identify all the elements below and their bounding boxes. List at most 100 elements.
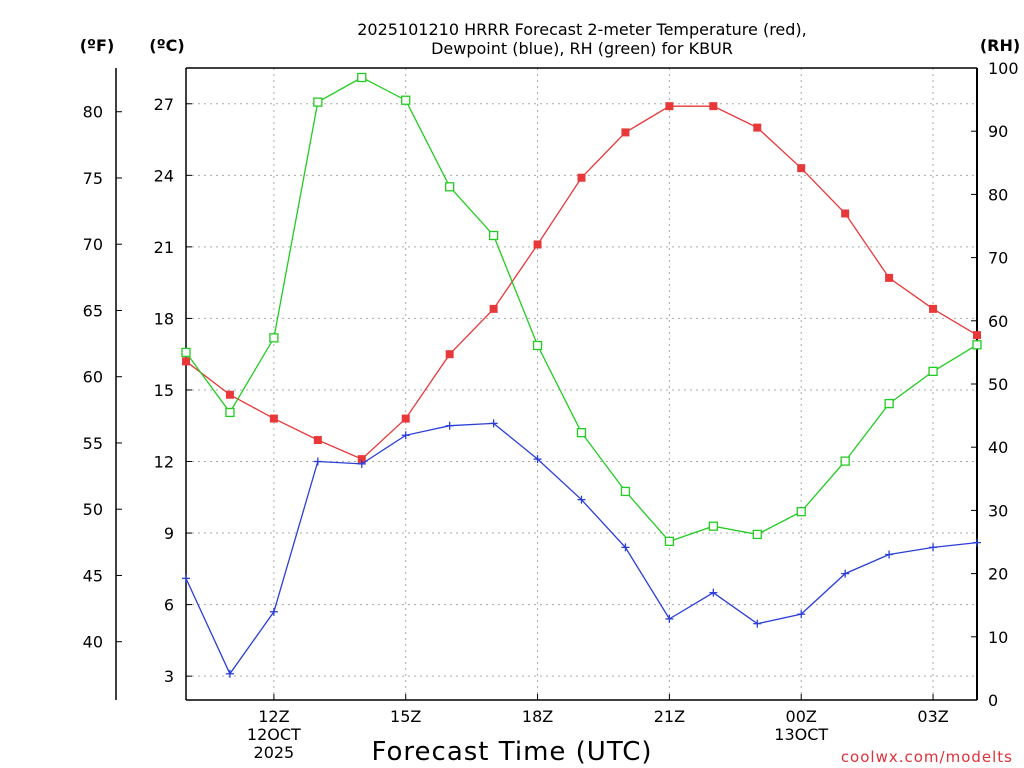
rh-point [445, 182, 455, 192]
celsius-tick-label: 9 [164, 524, 174, 543]
rh-tick-label: 0 [988, 691, 998, 710]
rh-point [576, 428, 587, 438]
celsius-tick-label: 27 [154, 95, 174, 114]
rh-point [357, 72, 367, 83]
dewpoint-point [269, 607, 278, 616]
fahrenheit-tick-label: 80 [83, 103, 103, 122]
dewpoint-point [445, 421, 454, 430]
dewpoint-point [753, 619, 762, 628]
gridlines [186, 68, 977, 700]
dewpoint-point [665, 614, 674, 623]
series-line-rh [185, 76, 978, 543]
celsius-tick-label: 24 [154, 166, 174, 185]
dewpoint-point [357, 459, 366, 468]
temperature-point [753, 123, 762, 132]
rh-tick-label: 10 [988, 628, 1008, 647]
temperature-point [533, 240, 542, 249]
rh-point [488, 230, 499, 241]
axes [115, 67, 978, 701]
rh-tick-label: 60 [988, 312, 1008, 331]
rh-tick-label: 40 [988, 438, 1008, 457]
dewpoint-point [621, 543, 630, 552]
x-tick-label: 15Z [390, 707, 421, 726]
rh-tick-label: 50 [988, 375, 1008, 394]
celsius-tick-label: 21 [154, 238, 174, 257]
fahrenheit-tick-label: 75 [83, 169, 103, 188]
temperature-point [313, 436, 322, 445]
celsius-tick-label: 15 [154, 381, 174, 400]
rh-point [401, 95, 411, 105]
temperature-point [885, 273, 894, 282]
rh-tick-label: 30 [988, 501, 1008, 520]
temperature-point [269, 414, 278, 423]
celsius-tick-label: 12 [154, 453, 174, 472]
rh-point [840, 456, 850, 466]
temperature-point [577, 173, 586, 182]
rh-point [752, 529, 762, 540]
x-axis-label: Forecast Time (UTC) [371, 737, 652, 767]
temperature-point [489, 304, 498, 313]
rh-point [620, 486, 631, 497]
dewpoint-point [401, 431, 410, 440]
x-tick-label: 00Z [786, 707, 817, 726]
chart-title: 2025101210 HRRR Forecast 2-meter Tempera… [357, 20, 807, 58]
dewpoint-point [182, 574, 190, 583]
temperature-point [797, 164, 806, 173]
fahrenheit-tick-label: 55 [83, 434, 103, 453]
temperature-point [182, 357, 190, 366]
chart-title-line-1: 2025101210 HRRR Forecast 2-meter Tempera… [357, 20, 807, 39]
celsius-unit-label: (ºC) [149, 36, 184, 55]
series-line-temperature [185, 105, 978, 460]
temperature-point [401, 414, 410, 423]
dewpoint-point [841, 569, 850, 578]
rh-tick-label: 70 [988, 249, 1008, 268]
fahrenheit-tick-label: 50 [83, 500, 103, 519]
rh-point [708, 521, 718, 531]
credit-label: coolwx.com/modelts [841, 748, 1013, 766]
temperature-point [665, 102, 674, 111]
temperature-point [445, 350, 454, 359]
rh-point [796, 507, 806, 517]
rh-point [972, 340, 982, 350]
x-tick-label: 12OCT [247, 725, 301, 744]
fahrenheit-tick-label: 70 [83, 235, 103, 254]
rh-point [269, 333, 279, 343]
celsius-tick-label: 18 [154, 309, 174, 328]
temperature-point [621, 128, 630, 137]
fahrenheit-tick-label: 40 [83, 633, 103, 652]
celsius-tick-label: 6 [164, 596, 174, 615]
fahrenheit-tick-label: 45 [83, 566, 103, 585]
fahrenheit-tick-label: 65 [83, 301, 103, 320]
rh-tick-label: 100 [988, 59, 1019, 78]
celsius-tick-label: 3 [164, 667, 174, 686]
series-rh [181, 72, 982, 547]
chart-title-line-2: Dewpoint (blue), RH (green) for KBUR [431, 39, 733, 58]
temperature-point [357, 455, 366, 464]
temperature-point [973, 331, 981, 340]
rh-point [664, 536, 675, 547]
tick-labels: 3 6 9 12 15 18 21 24 27 40 45 50 55 60 65 70 75 80 0 10 20 30… [83, 59, 1019, 762]
rh-tick-label: 20 [988, 565, 1008, 584]
rh-unit-label: (RH) [980, 36, 1020, 55]
x-tick-label: 03Z [917, 707, 948, 726]
dewpoint-point [973, 538, 981, 547]
dewpoint-point [577, 495, 586, 504]
dewpoint-point [489, 419, 498, 428]
series-dewpoint [182, 419, 981, 678]
x-tick-label: 12Z [258, 707, 289, 726]
fahrenheit-tick-label: 60 [83, 368, 103, 387]
rh-point [928, 366, 938, 377]
rh-point [884, 398, 894, 409]
x-tick-label: 2025 [254, 743, 295, 762]
rh-point [181, 347, 191, 358]
dewpoint-point [533, 455, 542, 464]
rh-point [225, 407, 235, 418]
rh-point [313, 97, 323, 107]
temperature-point [225, 390, 234, 399]
temperature-point [929, 304, 938, 313]
x-tick-label: 21Z [654, 707, 685, 726]
fahrenheit-unit-label: (ºF) [80, 36, 115, 55]
series-line-dewpoint [185, 422, 978, 676]
x-tick-label: 18Z [522, 707, 553, 726]
